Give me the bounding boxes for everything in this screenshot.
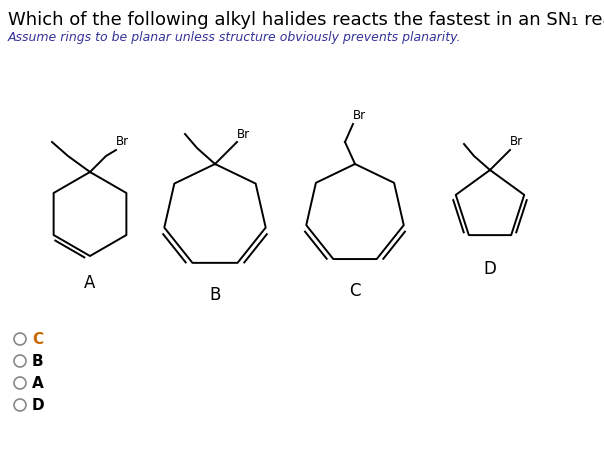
Text: C: C: [349, 282, 361, 300]
Text: B: B: [210, 286, 220, 304]
Text: Assume rings to be planar unless structure obviously prevents planarity.: Assume rings to be planar unless structu…: [8, 31, 461, 44]
Text: Which of the following alkyl halides reacts the fastest in an SN₁ reaction?: Which of the following alkyl halides rea…: [8, 11, 604, 29]
Text: Br: Br: [353, 109, 366, 122]
Text: D: D: [484, 260, 496, 278]
Text: C: C: [32, 331, 43, 346]
Text: Br: Br: [237, 128, 250, 141]
Text: B: B: [32, 354, 43, 369]
Text: A: A: [85, 274, 95, 292]
Text: D: D: [32, 398, 45, 413]
Text: Br: Br: [510, 135, 523, 148]
Text: Br: Br: [116, 135, 129, 148]
Text: A: A: [32, 375, 43, 390]
